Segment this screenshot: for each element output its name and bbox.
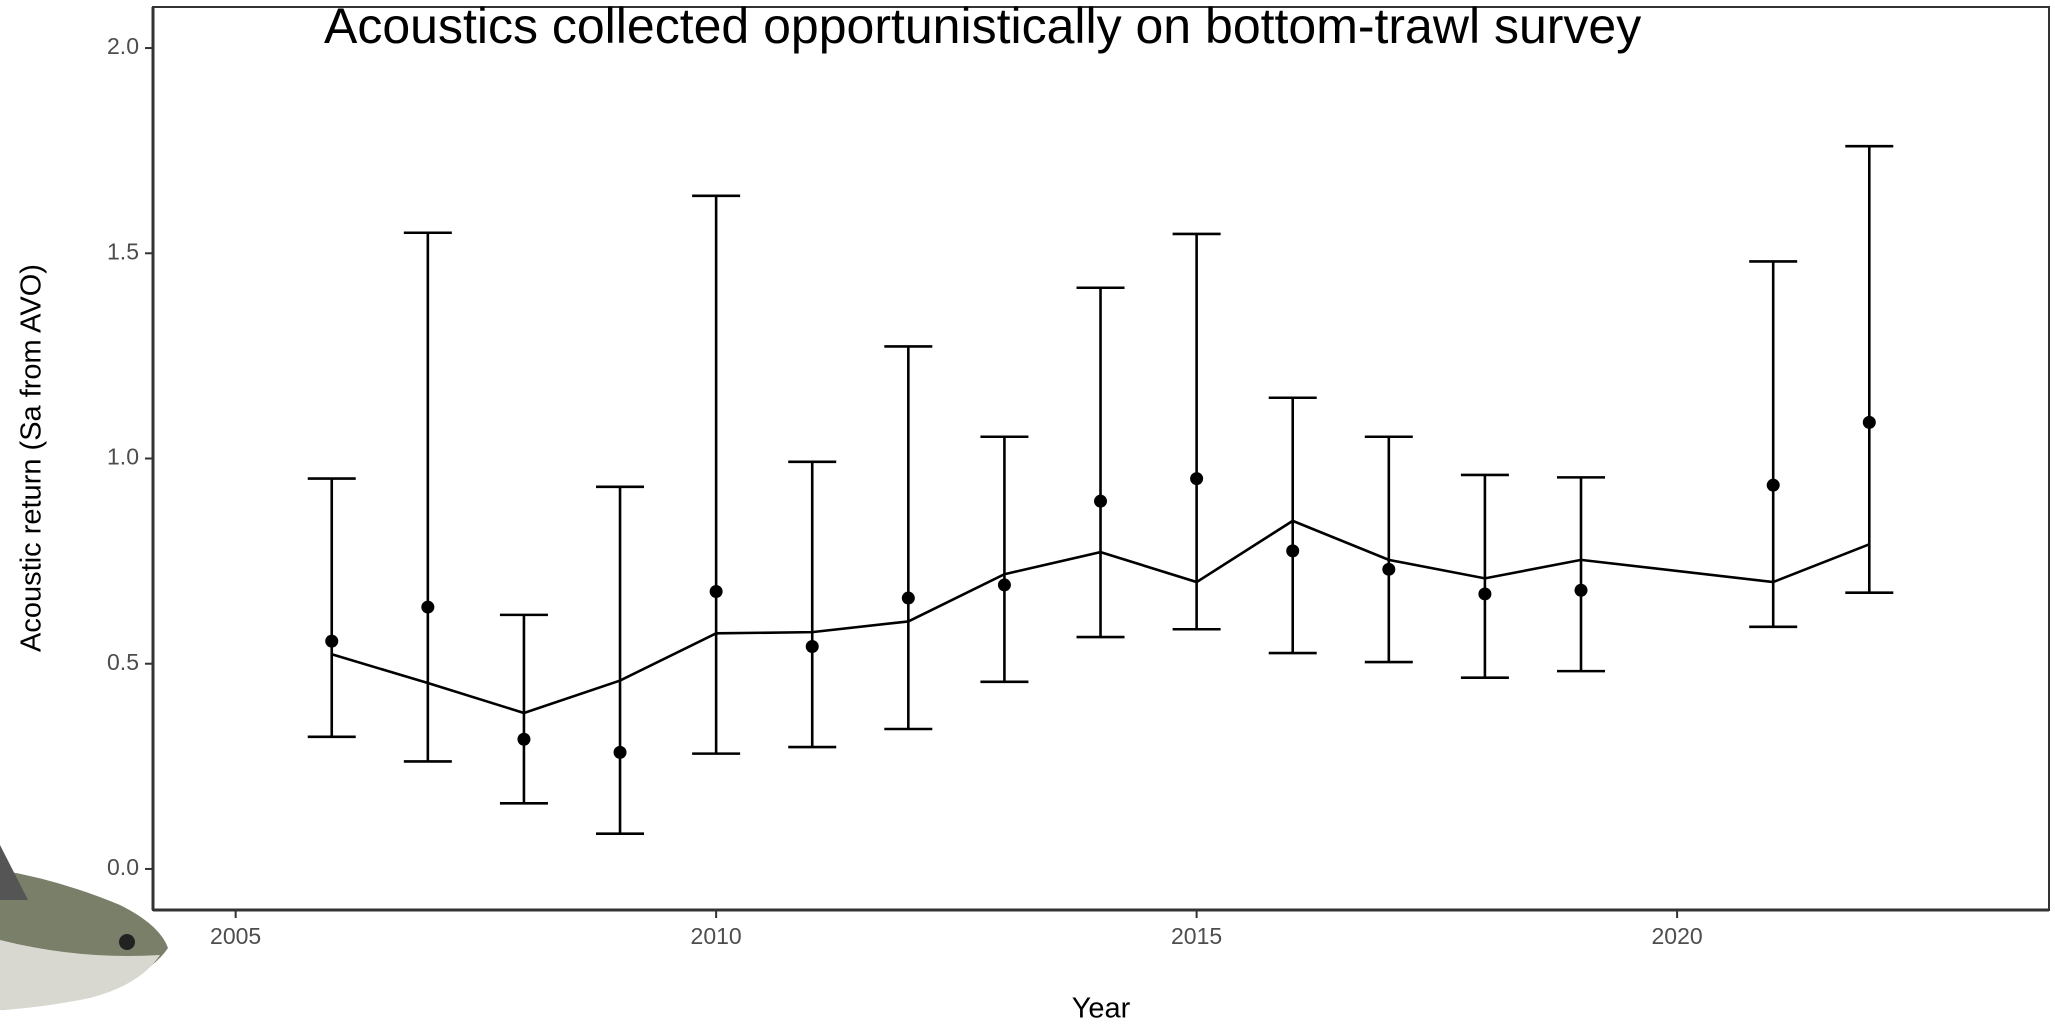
y-tick-label: 0.0 xyxy=(107,854,139,880)
y-tick-label: 1.0 xyxy=(107,444,139,470)
y-tick-label: 2.0 xyxy=(107,33,139,59)
chart-title: Acoustics collected opportunistically on… xyxy=(324,0,1641,54)
x-axis-label: Year xyxy=(1072,993,1131,1025)
y-tick-label: 0.5 xyxy=(107,649,139,675)
y-axis-label: Acoustic return (Sa from AVO) xyxy=(16,264,48,652)
point xyxy=(613,745,627,759)
point xyxy=(1766,478,1780,492)
point xyxy=(901,591,915,605)
point xyxy=(1382,562,1396,576)
point xyxy=(1190,472,1204,486)
point xyxy=(1286,544,1300,558)
point xyxy=(1094,494,1108,508)
point xyxy=(709,584,723,598)
point xyxy=(517,732,531,746)
x-tick-label: 2020 xyxy=(1652,923,1703,949)
point xyxy=(1478,587,1492,601)
point xyxy=(1574,583,1588,597)
point xyxy=(325,634,339,648)
fish-icon xyxy=(0,845,168,1010)
point xyxy=(805,639,819,653)
x-tick-label: 2010 xyxy=(691,923,742,949)
x-tick-label: 2015 xyxy=(1171,923,1222,949)
x-tick-label: 2005 xyxy=(210,923,261,949)
trend-line xyxy=(331,519,1870,715)
point xyxy=(1862,415,1876,429)
point xyxy=(997,578,1011,592)
point xyxy=(421,600,435,614)
y-tick-label: 1.5 xyxy=(107,238,139,264)
